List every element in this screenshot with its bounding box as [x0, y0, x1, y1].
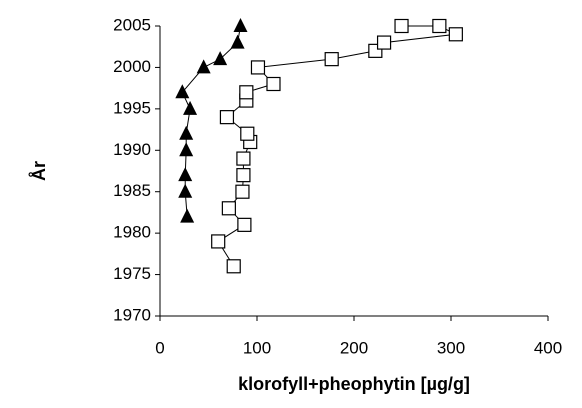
square-marker	[432, 18, 447, 34]
square-marker	[250, 60, 266, 75]
x-tick-label: 100	[243, 338, 271, 357]
triangle-marker	[178, 167, 193, 182]
x-axis-title: klorofyll+pheophytin [µg/g]	[238, 374, 470, 394]
triangle-marker	[183, 100, 198, 115]
y-tick-label: 1985	[113, 181, 151, 200]
square-marker	[448, 27, 463, 42]
square-marker	[376, 35, 392, 50]
triangle-marker	[179, 142, 194, 157]
triangle-marker	[178, 183, 193, 198]
y-axis-title: År	[29, 161, 49, 181]
square-marker	[221, 201, 236, 216]
square-marker	[236, 168, 251, 183]
square-marker	[237, 217, 252, 232]
triangle-marker	[230, 34, 245, 49]
square-marker	[324, 52, 339, 67]
square-marker	[239, 85, 254, 100]
square-marker	[236, 151, 251, 166]
square-marker	[240, 126, 255, 141]
square-marker	[394, 18, 409, 34]
square-marker	[235, 184, 250, 199]
square-marker	[211, 234, 226, 249]
square-marker	[219, 110, 235, 125]
y-tick-label: 2005	[113, 15, 151, 34]
y-tick-label: 1995	[113, 98, 151, 117]
triangle-marker	[196, 59, 211, 74]
triangle-marker	[213, 51, 228, 66]
x-tick-label: 0	[155, 338, 164, 357]
y-tick-label: 1970	[113, 305, 151, 324]
triangle-marker	[180, 208, 195, 223]
y-tick-label: 1975	[113, 264, 151, 283]
y-tick-label: 1990	[113, 140, 151, 159]
x-tick-label: 300	[437, 338, 465, 357]
square-marker	[266, 76, 281, 92]
y-tick-label: 2000	[113, 57, 151, 76]
triangle-marker	[179, 125, 194, 140]
x-tick-label: 200	[340, 338, 368, 357]
square-marker	[226, 259, 241, 274]
y-tick-label: 1980	[113, 223, 151, 242]
triangle-marker	[233, 18, 248, 32]
x-tick-label: 400	[534, 338, 562, 357]
triangle-marker	[175, 84, 190, 99]
